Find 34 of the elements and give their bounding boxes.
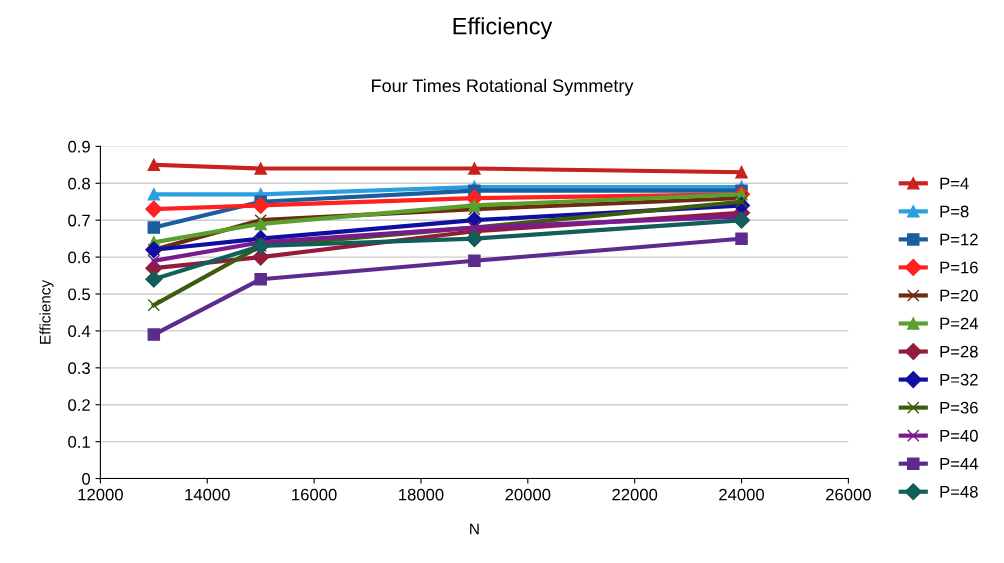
y-tick-label: 0.7 (68, 214, 90, 227)
legend-label: P=40 (940, 429, 978, 442)
y-tick-label: 0.1 (68, 436, 90, 448)
x-tick-label: 16000 (292, 488, 337, 501)
legend-label: P=32 (940, 373, 978, 386)
chart-title: Efficiency (453, 17, 553, 40)
legend-label: P=16 (940, 261, 978, 274)
x-axis-title: N (470, 523, 479, 535)
legend-label: P=48 (940, 485, 978, 498)
y-tick-label: 0.2 (68, 399, 90, 411)
x-tick-label: 26000 (826, 488, 871, 501)
y-tick-label: 0.6 (68, 251, 90, 264)
x-tick-label: 12000 (78, 488, 123, 501)
x-tick-label: 22000 (612, 488, 658, 501)
legend-label: P=12 (940, 233, 978, 246)
legend-label: P=24 (940, 317, 979, 330)
x-tick-label: 14000 (185, 488, 230, 501)
x-tick-label: 20000 (505, 488, 551, 501)
y-tick-label: 0.3 (68, 362, 90, 375)
y-tick-label: 0.4 (68, 325, 91, 338)
y-tick-label: 0 (82, 472, 91, 485)
legend-label: P=44 (940, 458, 979, 470)
legend-label: P=4 (940, 177, 969, 190)
legend-label: P=36 (940, 401, 978, 414)
y-axis-title: Efficiency (39, 279, 54, 344)
x-tick-label: 18000 (399, 488, 444, 501)
x-tick-label: 24000 (719, 488, 765, 501)
chart-subtitle: Four Times Rotational Symmetry (372, 78, 634, 96)
y-tick-label: 0.5 (68, 288, 90, 301)
y-tick-label: 0.9 (68, 140, 90, 153)
legend-label: P=20 (940, 289, 978, 302)
y-tick-label: 0.8 (68, 177, 90, 190)
legend-label: P=8 (940, 205, 969, 218)
legend-label: P=28 (940, 345, 978, 358)
